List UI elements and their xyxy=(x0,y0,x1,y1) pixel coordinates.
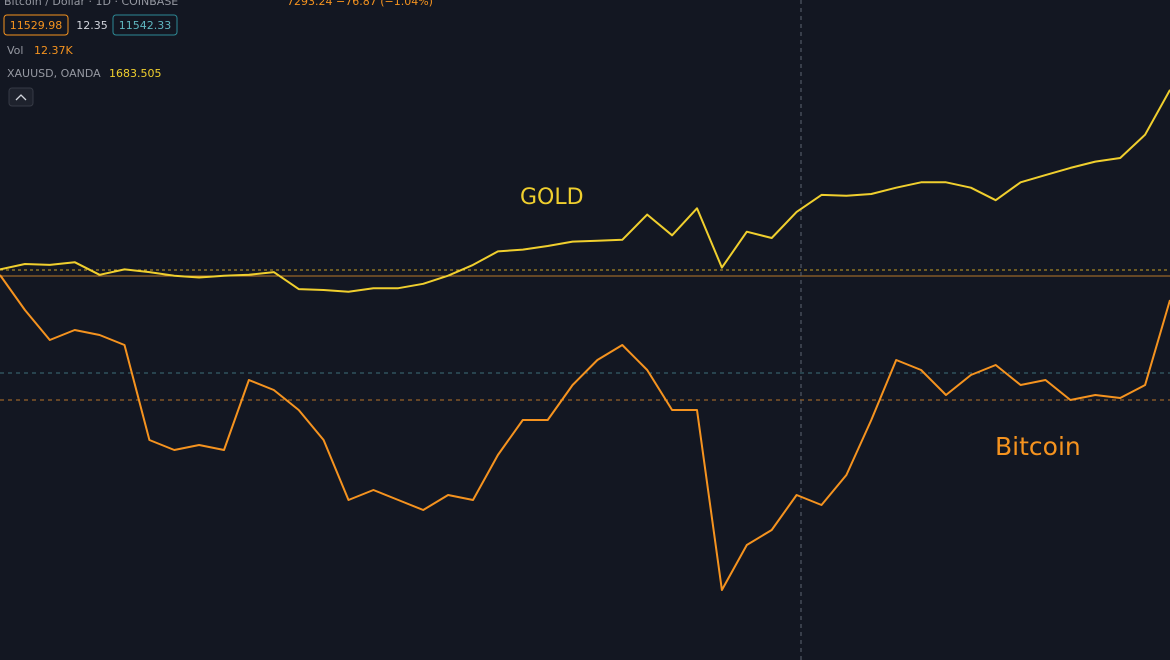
ask-box[interactable] xyxy=(112,14,178,36)
collapse-button[interactable] xyxy=(8,87,34,107)
bid: 11529.98 xyxy=(10,19,63,32)
price-series xyxy=(0,274,1170,591)
bid-box[interactable] xyxy=(3,14,69,36)
compare-value: 1683.505 xyxy=(109,67,162,80)
symbol: Bitcoin / Dollar · 1D · COINBASE xyxy=(4,0,178,8)
spread: 12.35 xyxy=(76,19,108,32)
vol-value: 12.37K xyxy=(34,44,73,57)
price-series xyxy=(0,89,1170,293)
plot xyxy=(0,89,1170,591)
compare-symbol: XAUUSD, OANDA xyxy=(7,67,101,80)
annotation: GOLD xyxy=(520,185,584,210)
ask: 11542.33 xyxy=(119,19,172,32)
collapse-icon xyxy=(15,94,27,101)
annotation: Bitcoin xyxy=(995,432,1081,461)
vol-label: Vol xyxy=(7,44,23,57)
quote: 7293.24 −76.87 (−1.04%) xyxy=(287,0,433,8)
